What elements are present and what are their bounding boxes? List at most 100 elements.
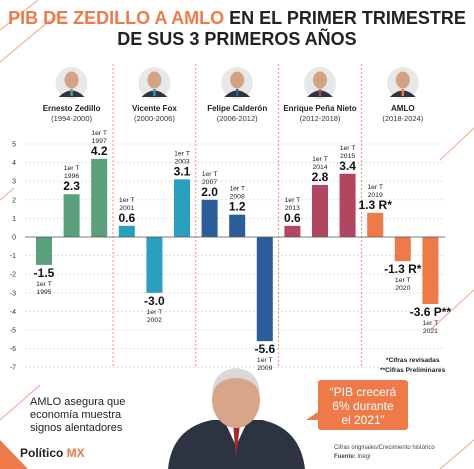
- period-label-year: 2009: [257, 365, 272, 372]
- portrait-tie: [153, 89, 156, 96]
- period-label-quarter: 1er T: [367, 184, 383, 191]
- period-label-year: 1995: [36, 289, 51, 296]
- page-title-line2: DE SUS 3 PRIMEROS AÑOS: [117, 28, 356, 49]
- president-name: Vicente Fox: [132, 104, 177, 113]
- president-years: (2000-2006): [134, 114, 175, 123]
- footer-headline-line1: AMLO asegura que: [30, 396, 125, 408]
- period-label-quarter: 1er T: [285, 197, 301, 204]
- note-revised: *Cifras revisadas: [386, 357, 440, 364]
- footer-headline-line3: signos alentadores: [30, 422, 123, 434]
- y-tick-label: -6: [10, 346, 16, 353]
- portrait-face: [395, 71, 410, 89]
- period-label-year: 2015: [340, 153, 355, 160]
- value-label: -5.6: [254, 342, 275, 356]
- quote-line3: el 2021”: [341, 413, 384, 427]
- y-tick-label: 0: [12, 235, 16, 242]
- period-label-year: 2013: [285, 205, 300, 212]
- period-label-quarter: 1er T: [147, 309, 163, 316]
- y-tick-label: 5: [12, 142, 16, 149]
- president-years: (1994-2000): [51, 114, 92, 123]
- value-label: -3.6 P**: [410, 305, 452, 319]
- value-label: 2.8: [312, 170, 329, 184]
- bar: [63, 194, 80, 237]
- quote-line1: “PIB crecerá: [330, 385, 397, 399]
- value-label: -1.5: [34, 266, 55, 280]
- president-headers: Ernesto Zedillo(1994-2000)Vicente Fox(20…: [43, 67, 424, 123]
- bar: [91, 158, 108, 237]
- president-years: (2006-2012): [217, 114, 258, 123]
- y-tick-label: 4: [12, 160, 16, 167]
- y-tick-label: 1: [12, 216, 16, 223]
- bar: [422, 237, 439, 304]
- y-tick-label: -3: [10, 290, 16, 297]
- y-tick-label: -1: [10, 253, 16, 260]
- source-line1: Cifras originales/Crecimiento histórico: [334, 445, 435, 451]
- footer-headline-line2: economía muestra: [30, 409, 122, 421]
- period-label-quarter: 1er T: [340, 145, 356, 152]
- period-label-quarter: 1er T: [119, 197, 135, 204]
- period-label-quarter: 1er T: [229, 186, 245, 193]
- y-tick-label: -7: [10, 365, 16, 372]
- period-label-year: 2007: [202, 179, 217, 186]
- bar: [367, 212, 384, 237]
- page-title: PIB DE ZEDILLO A AMLO EN EL PRIMER TRIME…: [8, 8, 466, 28]
- portrait-tie: [70, 89, 73, 96]
- value-label: -3.0: [144, 294, 165, 308]
- president-name: Ernesto Zedillo: [43, 104, 101, 113]
- period-label-quarter: 1er T: [64, 165, 80, 172]
- bar: [174, 179, 190, 237]
- period-label-year: 2021: [423, 328, 438, 335]
- period-label-quarter: 1er T: [257, 357, 273, 364]
- president-name: AMLO: [391, 104, 415, 113]
- portrait-face: [313, 71, 327, 89]
- value-label: 3.1: [174, 164, 191, 178]
- period-label-quarter: 1er T: [395, 277, 411, 284]
- period-label-year: 2019: [368, 192, 383, 199]
- bar: [256, 237, 273, 342]
- y-tick-label: -4: [10, 309, 16, 316]
- bar: [284, 225, 301, 237]
- value-label: 1.2: [229, 200, 246, 214]
- president-years: (2012-2018): [300, 114, 341, 123]
- brand-logo: Político MX: [20, 446, 85, 460]
- period-label-year: 1997: [92, 138, 107, 145]
- portrait-tie: [318, 89, 322, 96]
- president-name: Felipe Calderón: [207, 104, 267, 113]
- period-label-year: 2002: [147, 317, 162, 324]
- corner-triangle-icon: [0, 440, 28, 469]
- value-label: 1.3 R*: [359, 198, 393, 212]
- bar: [339, 173, 356, 237]
- y-tick-label: 3: [12, 179, 16, 186]
- period-label-quarter: 1er T: [312, 156, 328, 163]
- period-label-quarter: 1er T: [36, 281, 52, 288]
- y-axis-ticks: 5 4 3 2 1 0 -1 -2 -3 -4 -5 -6 -7: [10, 142, 16, 372]
- period-label-year: 2003: [174, 158, 189, 165]
- president-years: (2018-2024): [382, 114, 423, 123]
- bar: [312, 184, 328, 237]
- period-label-quarter: 1er T: [174, 150, 190, 157]
- period-label-quarter: 1er T: [202, 171, 218, 178]
- value-label: 3.4: [339, 159, 356, 173]
- y-tick-label: 2: [12, 197, 16, 204]
- value-label: -1.3 R*: [384, 262, 422, 276]
- portrait-face: [147, 71, 162, 89]
- bar: [36, 237, 52, 265]
- amlo-photo: [168, 368, 305, 469]
- bar: [146, 237, 163, 293]
- group-separators: [112, 64, 362, 368]
- portrait-face: [64, 71, 79, 89]
- president-name: Enrique Peña Nieto: [283, 104, 356, 113]
- bar: [118, 225, 135, 237]
- note-preliminary: **Cifras Preliminares: [380, 367, 446, 374]
- bar: [201, 199, 218, 237]
- portrait-face: [230, 71, 245, 89]
- period-label-year: 2014: [312, 164, 327, 171]
- period-label-quarter: 1er T: [91, 130, 107, 137]
- y-tick-label: -2: [10, 272, 16, 279]
- value-label: 0.6: [118, 211, 135, 225]
- period-label-year: 1996: [64, 173, 79, 180]
